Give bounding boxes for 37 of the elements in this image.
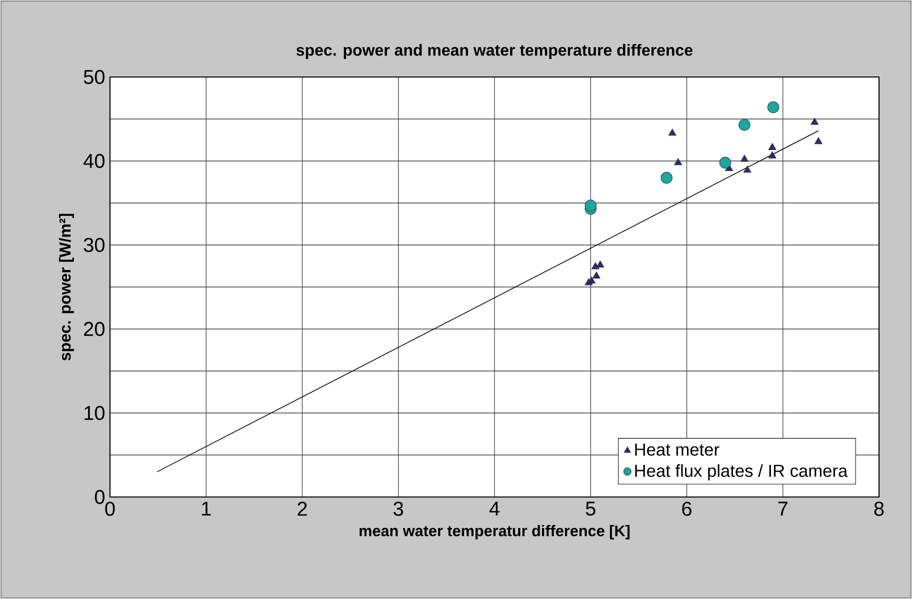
point — [668, 128, 676, 136]
y-tick-label: 40 — [84, 154, 104, 168]
x-tick-label: 2 — [298, 502, 307, 516]
point — [584, 200, 596, 212]
point — [768, 143, 776, 150]
chart-title: spec. power and mean water temperature difference — [296, 44, 693, 59]
x-tick-label: 7 — [778, 502, 788, 516]
point — [738, 119, 750, 131]
point — [592, 272, 600, 278]
x-tick-label: 3 — [394, 502, 404, 516]
point — [660, 172, 672, 184]
point — [810, 118, 819, 125]
point — [814, 137, 822, 144]
x-tick-label: 5 — [586, 502, 596, 516]
y-axis-title: spec. power [W/m²] — [58, 214, 74, 361]
point — [596, 260, 604, 268]
point — [740, 154, 748, 162]
x-tick-label: 8 — [874, 502, 884, 516]
point — [584, 278, 593, 286]
y-tick-label: 30 — [84, 238, 104, 252]
x-tick-label: 6 — [682, 502, 692, 516]
y-tick-label: 50 — [84, 70, 104, 84]
x-axis-title: mean water temperatur difference [K] — [360, 525, 630, 540]
point — [591, 262, 600, 270]
legend-label: Heat flux plates / IR camera — [635, 464, 848, 480]
y-tick-label: 0 — [94, 490, 104, 504]
y-tick-label: 20 — [84, 322, 104, 336]
point — [768, 151, 776, 158]
x-tick-label: 0 — [105, 502, 115, 516]
x-tick-label: 1 — [202, 502, 211, 516]
y-tick-label: 10 — [84, 406, 104, 420]
point — [674, 158, 682, 166]
x-tick-label: 4 — [489, 502, 500, 516]
point — [743, 166, 752, 173]
point — [767, 101, 780, 114]
point — [719, 156, 732, 169]
legend-label: Heat meter — [635, 444, 720, 456]
